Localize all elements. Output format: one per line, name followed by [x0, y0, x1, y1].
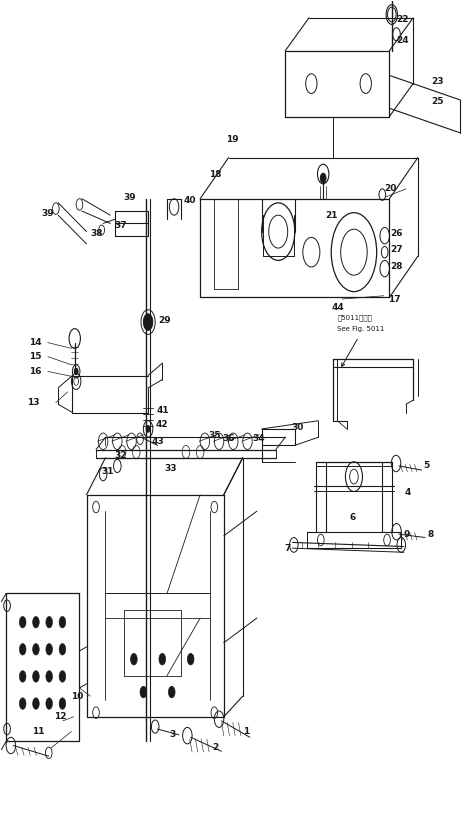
Circle shape — [33, 616, 39, 628]
Text: 7: 7 — [284, 544, 291, 553]
Text: 11: 11 — [32, 727, 45, 736]
Circle shape — [20, 644, 26, 655]
Text: 41: 41 — [157, 407, 169, 415]
Circle shape — [59, 644, 66, 655]
Text: 14: 14 — [29, 338, 41, 347]
Circle shape — [320, 173, 326, 183]
Text: 13: 13 — [28, 398, 40, 407]
Text: 40: 40 — [184, 196, 196, 205]
Text: 第5011図参照: 第5011図参照 — [337, 314, 372, 321]
Circle shape — [143, 314, 153, 330]
Circle shape — [159, 653, 166, 665]
Circle shape — [20, 698, 26, 709]
Circle shape — [46, 644, 52, 655]
Text: 15: 15 — [29, 352, 41, 361]
Text: 26: 26 — [390, 229, 403, 238]
Circle shape — [46, 671, 52, 682]
Text: 31: 31 — [102, 467, 114, 476]
Text: 36: 36 — [223, 434, 235, 443]
Text: 28: 28 — [390, 262, 403, 271]
Circle shape — [20, 671, 26, 682]
Text: 35: 35 — [208, 431, 221, 440]
Text: 2: 2 — [212, 742, 218, 752]
Text: 10: 10 — [71, 691, 84, 700]
Circle shape — [74, 368, 78, 375]
Text: 37: 37 — [114, 220, 127, 229]
Text: 19: 19 — [226, 135, 239, 144]
Text: 43: 43 — [152, 436, 165, 446]
Circle shape — [59, 698, 66, 709]
Text: 24: 24 — [397, 36, 409, 45]
Circle shape — [188, 653, 194, 665]
Text: 29: 29 — [159, 316, 171, 325]
Circle shape — [33, 644, 39, 655]
Circle shape — [59, 616, 66, 628]
Text: 25: 25 — [431, 97, 444, 106]
Text: 6: 6 — [349, 513, 356, 522]
Circle shape — [140, 686, 147, 698]
Text: 1: 1 — [243, 727, 249, 736]
Text: 44: 44 — [332, 303, 345, 312]
Text: 21: 21 — [326, 210, 338, 219]
Text: 27: 27 — [390, 245, 403, 254]
Text: 12: 12 — [54, 712, 67, 721]
Circle shape — [46, 698, 52, 709]
Text: 39: 39 — [123, 192, 136, 201]
Circle shape — [33, 698, 39, 709]
Circle shape — [46, 616, 52, 628]
Text: 4: 4 — [405, 488, 411, 497]
Circle shape — [169, 686, 175, 698]
Text: 32: 32 — [114, 450, 127, 460]
Circle shape — [20, 616, 26, 628]
Circle shape — [130, 653, 137, 665]
Text: 30: 30 — [291, 422, 303, 431]
Text: 18: 18 — [208, 170, 221, 178]
Text: 20: 20 — [384, 184, 396, 193]
Text: See Fig. 5011: See Fig. 5011 — [337, 326, 385, 332]
Text: 16: 16 — [29, 367, 41, 376]
Circle shape — [33, 671, 39, 682]
Text: 22: 22 — [397, 15, 409, 24]
Text: 3: 3 — [169, 730, 176, 739]
Text: 5: 5 — [424, 461, 430, 470]
Circle shape — [146, 426, 150, 432]
Text: 23: 23 — [431, 78, 444, 87]
Text: 17: 17 — [388, 295, 401, 304]
Circle shape — [59, 671, 66, 682]
Text: 34: 34 — [252, 434, 265, 443]
Text: 42: 42 — [155, 419, 168, 428]
Text: 8: 8 — [427, 530, 434, 539]
Text: 39: 39 — [41, 209, 54, 218]
Text: 9: 9 — [404, 530, 410, 539]
Text: 38: 38 — [90, 229, 103, 238]
Text: 33: 33 — [165, 464, 177, 473]
